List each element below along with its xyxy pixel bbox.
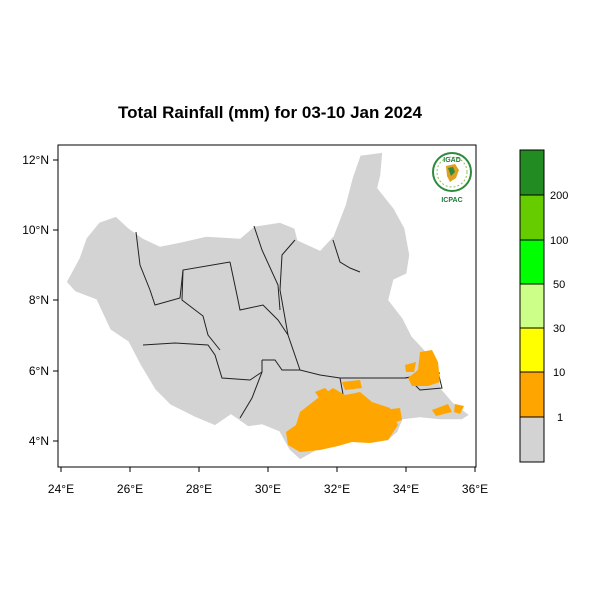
legend-swatch [520, 195, 544, 240]
x-tick-label: 26°E [117, 482, 143, 496]
y-tick-label: 4°N [29, 434, 49, 448]
legend-label: 100 [550, 235, 568, 247]
legend: 1 10 30 50 100 200 [519, 149, 568, 463]
legend-swatch [520, 328, 544, 372]
x-tick-label: 28°E [186, 482, 212, 496]
igad-icpac-logo: IGAD ICPAC [432, 152, 472, 204]
x-tick-label: 30°E [255, 482, 281, 496]
y-axis-labels: 12°N 10°N 8°N 6°N 4°N [22, 153, 49, 448]
legend-swatch [520, 150, 544, 195]
logo-bottom-text: ICPAC [441, 197, 462, 204]
y-tick-label: 10°N [22, 223, 49, 237]
x-axis-labels: 24°E 26°E 28°E 30°E 32°E 34°E 36°E [48, 482, 488, 496]
map-title: Total Rainfall (mm) for 03-10 Jan 2024 [118, 103, 422, 122]
x-tick-label: 36°E [462, 482, 488, 496]
legend-label: 1 [557, 412, 563, 424]
y-tick-label: 12°N [22, 153, 49, 167]
x-tick-label: 34°E [393, 482, 419, 496]
legend-frame [519, 149, 545, 463]
legend-label: 200 [550, 190, 568, 202]
y-tick-label: 8°N [29, 293, 49, 307]
logo-top-text: IGAD [443, 157, 461, 164]
x-tick-label: 32°E [324, 482, 350, 496]
rainfall-areas [286, 350, 464, 452]
axis-ticks [53, 159, 476, 472]
south-sudan-land [65, 151, 472, 461]
legend-label: 30 [553, 323, 565, 335]
legend-label: 50 [553, 279, 565, 291]
legend-swatch [520, 372, 544, 417]
legend-swatch [520, 240, 544, 284]
legend-swatch [520, 417, 544, 462]
x-tick-label: 24°E [48, 482, 74, 496]
y-tick-label: 6°N [29, 364, 49, 378]
legend-label: 10 [553, 367, 565, 379]
legend-swatch [520, 284, 544, 328]
